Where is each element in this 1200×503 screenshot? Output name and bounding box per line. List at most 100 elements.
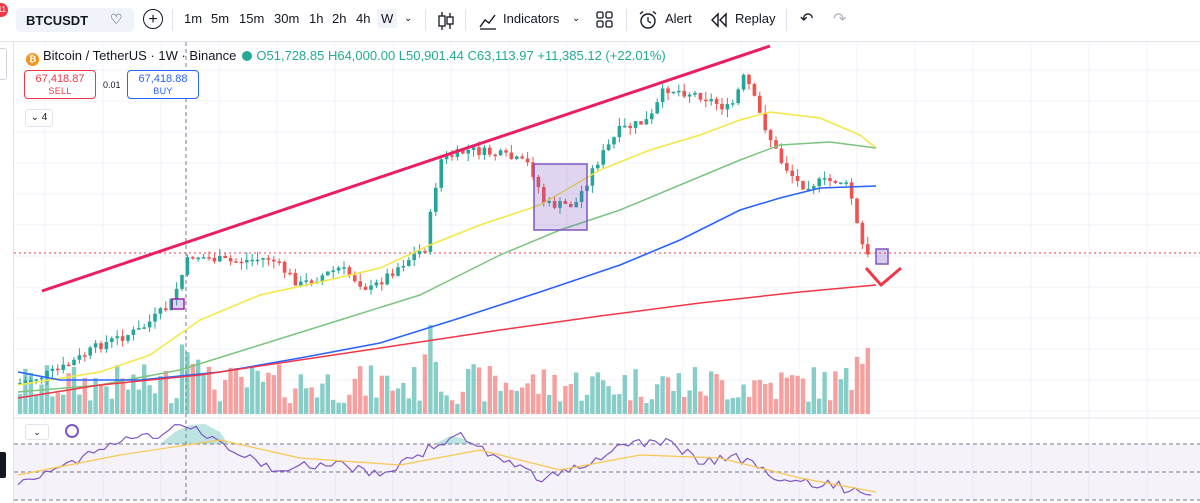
candle-body <box>596 164 600 169</box>
candlestick-type-icon[interactable] <box>436 11 456 31</box>
timeframe-dropdown-icon[interactable]: ⌄ <box>404 13 413 24</box>
volume-bar <box>854 356 860 414</box>
candle-body <box>428 211 433 252</box>
sell-button[interactable]: 67,418.87 SELL <box>24 70 96 99</box>
rsi-overbought-fill <box>435 436 470 444</box>
candle-body <box>569 203 573 208</box>
sell-price: 67,418.87 <box>35 73 85 85</box>
toolbar-button[interactable] <box>0 48 7 80</box>
timeframe-5m[interactable]: 5m <box>211 11 230 26</box>
candle-body <box>828 178 832 181</box>
indicators-collapse-button[interactable]: ⌄ 4 <box>25 109 53 127</box>
timeframe-1m[interactable]: 1m <box>184 11 203 26</box>
redo-icon[interactable]: ↷ <box>833 11 847 28</box>
timeframe-w[interactable]: W <box>377 9 398 28</box>
undo-icon[interactable]: ↶ <box>800 11 814 28</box>
volume-bar <box>849 389 854 414</box>
candle-body <box>752 84 757 96</box>
candle-body <box>72 359 76 366</box>
toolbar-tab[interactable] <box>0 452 6 478</box>
volume-bar <box>255 370 260 414</box>
candle-body <box>272 259 276 262</box>
timeframe-2h[interactable]: 2h <box>332 11 347 26</box>
volume-bar <box>169 403 174 414</box>
candle-body <box>482 147 487 155</box>
candle-body <box>374 282 379 286</box>
indicators-icon[interactable] <box>478 11 498 31</box>
candle-body <box>590 168 595 186</box>
candle-body <box>758 95 762 113</box>
candle-body <box>223 255 227 259</box>
candle-body <box>493 154 497 157</box>
volume-bar <box>790 375 795 414</box>
indicator-count: 4 <box>41 112 48 123</box>
ma-green-line <box>17 141 877 393</box>
volume-bar <box>606 386 611 414</box>
symbol-label: BTCUSDT <box>26 13 89 28</box>
volume-bar <box>806 401 811 414</box>
candle-body <box>88 347 92 356</box>
candle-body <box>363 286 368 290</box>
symbol-search-button[interactable]: BTCUSDT ♡ <box>16 8 134 32</box>
volume-bar <box>304 388 309 414</box>
rsi-ma-line <box>17 439 877 493</box>
volume-bar <box>325 374 330 414</box>
candle-body <box>601 150 605 165</box>
sell-label: SELL <box>48 86 72 96</box>
candle-body <box>849 182 854 199</box>
candle-body <box>606 144 611 151</box>
volume-bar <box>827 400 833 414</box>
candle-body <box>180 274 184 289</box>
candle-body <box>39 377 44 380</box>
volume-bar <box>406 398 411 414</box>
volume-bar <box>509 389 514 414</box>
replay-button[interactable]: Replay <box>735 11 776 26</box>
rsi-indicator-icon[interactable] <box>65 424 79 438</box>
candle-body <box>174 288 179 299</box>
rsi-collapse-button[interactable]: ⌄ <box>25 424 49 440</box>
indicators-dropdown-icon[interactable]: ⌄ <box>572 13 581 24</box>
volume-bar <box>676 373 681 414</box>
volume-bar <box>358 366 363 414</box>
replay-rewind-icon[interactable] <box>710 12 728 28</box>
alert-clock-icon[interactable] <box>638 10 658 30</box>
candle-body <box>434 187 438 212</box>
candle-body <box>228 258 233 262</box>
volume-bar <box>482 401 487 414</box>
volume-bar <box>34 394 39 414</box>
timeframe-15m[interactable]: 15m <box>239 11 265 26</box>
candle-body <box>736 89 740 104</box>
candle-body <box>547 201 551 203</box>
volume-bar <box>422 354 428 414</box>
volume-bar <box>779 372 784 414</box>
compare-add-icon[interactable]: + <box>143 9 163 29</box>
candle-body <box>342 267 346 269</box>
timeframe-1h[interactable]: 1h <box>309 11 324 26</box>
volume-bar <box>584 394 590 414</box>
candle-body <box>525 158 530 163</box>
layout-grid-icon[interactable] <box>596 11 614 29</box>
timeframe-4h[interactable]: 4h <box>356 11 371 26</box>
indicators-button[interactable]: Indicators <box>503 11 560 26</box>
volume-bar <box>703 395 708 414</box>
notification-badge[interactable]: 11 <box>0 3 8 17</box>
timeframe-30m[interactable]: 30m <box>274 11 300 26</box>
favorite-icon[interactable]: ♡ <box>110 11 123 27</box>
volume-bar <box>163 370 168 414</box>
volume-bar <box>266 372 271 414</box>
candle-body <box>93 343 98 348</box>
alert-button[interactable]: Alert <box>665 11 692 26</box>
volume-bar <box>293 388 298 414</box>
buy-button[interactable]: 67,418.88 BUY <box>127 70 199 99</box>
candle-body <box>304 280 308 282</box>
candle-body <box>66 364 71 367</box>
candle-body <box>839 182 843 184</box>
volume-bar <box>93 378 98 414</box>
volume-bar <box>665 377 671 414</box>
market-open-dot-icon <box>242 51 253 61</box>
volume-bar <box>395 388 401 414</box>
volume-bar <box>865 347 870 414</box>
candle-body <box>698 92 703 100</box>
candle-body <box>120 336 125 341</box>
